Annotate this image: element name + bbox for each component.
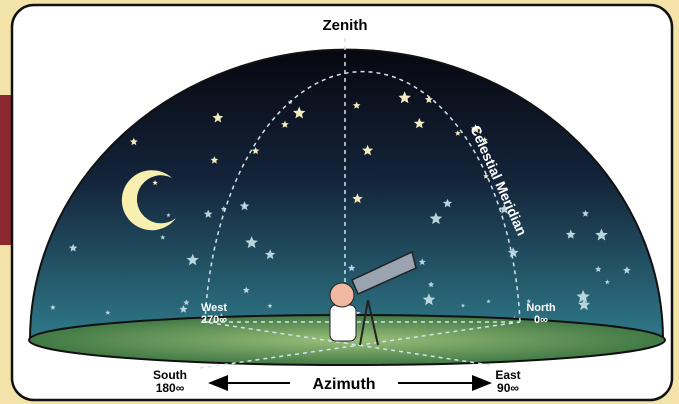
page: Zenith Celestial Meridian West 270∞ Nort… — [0, 0, 679, 404]
point-name: West — [201, 302, 227, 314]
diagram: Zenith Celestial Meridian West 270∞ Nort… — [0, 0, 679, 404]
point-name: North — [526, 302, 556, 314]
zenith-label: Zenith — [323, 17, 368, 34]
point-name: South — [153, 368, 187, 382]
azimuth-label: Azimuth — [312, 376, 375, 393]
point-degrees: 270∞ — [201, 314, 227, 326]
point-degrees: 180∞ — [156, 381, 185, 395]
point-name: East — [495, 368, 520, 382]
point-degrees: 0∞ — [534, 314, 548, 326]
point-degrees: 90∞ — [497, 381, 519, 395]
